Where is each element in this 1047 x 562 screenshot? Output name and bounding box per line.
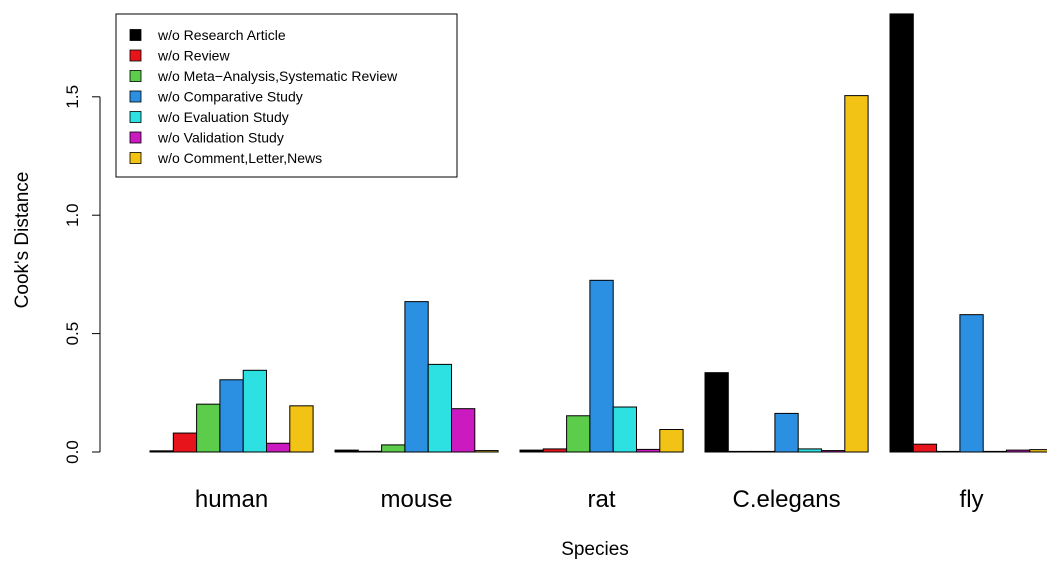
- bar-mouse-series-4: [427, 363, 453, 453]
- y-tick-label: 0.0: [63, 440, 82, 464]
- legend-swatch: [129, 29, 142, 41]
- bar-c-elegans-series-2: [751, 450, 776, 453]
- bar-human-series-6: [289, 405, 314, 453]
- legend-label: w/o Comparative Study: [157, 89, 303, 105]
- bar-mouse-series-1: [357, 450, 383, 453]
- bar-c-elegans-series-0: [704, 372, 729, 453]
- bar-mouse-series-6: [474, 450, 499, 453]
- legend-swatch: [129, 70, 142, 82]
- legend-label: w/o Research Article: [157, 27, 286, 43]
- category-labels: human mouse rat C.elegans fly: [195, 486, 984, 513]
- y-axis: 0.0 0.5 1.0 1.5: [63, 85, 101, 464]
- bar-human-series-4: [242, 369, 267, 453]
- legend-swatch: [129, 90, 142, 103]
- legend-label: w/o Comment,Letter,News: [157, 150, 322, 166]
- y-axis-title: Cook's Distance: [12, 172, 33, 309]
- legend-box: [115, 13, 458, 178]
- legend-label: w/o Review: [157, 48, 230, 64]
- bar-rat-series-1: [542, 448, 568, 453]
- bar-fly-series-6: [1029, 449, 1047, 453]
- bar-c-elegans-series-4: [797, 448, 823, 453]
- bar-mouse-series-2: [381, 444, 406, 453]
- bar-fly-series-1: [912, 443, 938, 453]
- bar-mouse-series-3: [404, 301, 429, 453]
- category-label: rat: [588, 486, 616, 513]
- bar-c-elegans-series-5: [821, 450, 846, 453]
- legend-label: w/o Validation Study: [157, 130, 284, 146]
- bar-mouse-series-0: [334, 449, 359, 453]
- bar-human-series-5: [266, 442, 291, 453]
- bar-rat-series-4: [612, 406, 638, 453]
- bar-c-elegans-series-3: [774, 412, 799, 453]
- legend: w/o Research Article w/o Review w/o Meta−A…: [115, 13, 458, 178]
- legend-label: w/o Evaluation Study: [157, 109, 289, 125]
- bar-rat-series-0: [519, 449, 544, 453]
- legend-label: w/o Meta−Analysis,Systematic Review: [157, 68, 398, 84]
- y-tick-label: 0.5: [63, 322, 82, 346]
- y-tick-label: 1.0: [63, 203, 82, 227]
- category-label: human: [195, 486, 268, 513]
- bar-human-series-1: [172, 432, 198, 453]
- category-label: fly: [960, 486, 984, 513]
- bar-human-series-2: [196, 403, 221, 453]
- bars-group: [149, 13, 1047, 453]
- legend-swatch: [129, 49, 142, 62]
- y-tick-label: 1.5: [63, 85, 82, 109]
- category-label: C.elegans: [733, 486, 841, 513]
- category-label: mouse: [381, 486, 453, 513]
- bar-rat-series-2: [566, 415, 591, 453]
- bar-c-elegans-series-1: [727, 450, 753, 453]
- bar-human-series-3: [219, 379, 244, 453]
- bar-rat-series-3: [589, 279, 614, 453]
- bar-rat-series-6: [659, 429, 684, 453]
- bar-rat-series-5: [636, 448, 661, 453]
- bar-fly-series-0: [889, 13, 914, 453]
- bar-fly-series-2: [936, 450, 961, 453]
- bar-fly-series-4: [982, 450, 1008, 453]
- legend-swatch: [129, 152, 142, 164]
- bar-fly-series-3: [959, 314, 984, 453]
- bar-fly-series-5: [1006, 449, 1031, 453]
- legend-swatch: [129, 131, 142, 144]
- x-axis-title: Species: [561, 539, 629, 560]
- legend-swatch: [129, 111, 142, 123]
- bar-c-elegans-series-6: [844, 95, 869, 453]
- bar-mouse-series-5: [451, 408, 476, 453]
- bar-human-series-0: [149, 450, 174, 453]
